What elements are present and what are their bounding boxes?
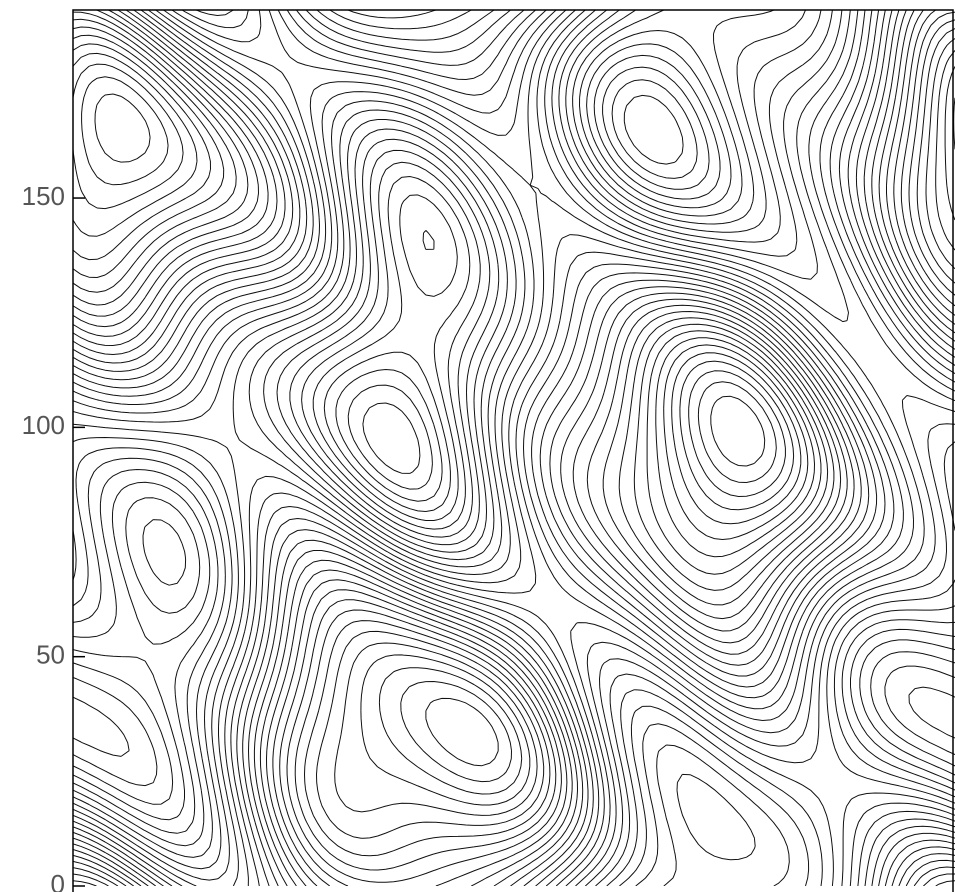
contour-line: [73, 10, 955, 886]
chart: 0 50 100 150: [0, 0, 955, 892]
contour-line: [73, 10, 955, 886]
contour-line: [73, 64, 955, 782]
contour-line: [73, 10, 955, 886]
contour-line: [73, 55, 955, 785]
contour-line: [73, 10, 955, 886]
y-tick-label: 100: [22, 410, 65, 440]
contour-line: [73, 10, 955, 886]
contour-line: [73, 10, 955, 886]
y-tick-label: 50: [36, 640, 65, 670]
contour-line: [73, 10, 955, 886]
contour-line: [73, 10, 955, 886]
contour-line: [73, 44, 955, 805]
contour-line: [73, 10, 955, 886]
contour-line: [95, 94, 776, 483]
contour-line: [73, 10, 955, 886]
contour-line: [73, 10, 955, 886]
contour-line: [73, 10, 955, 886]
contour-line: [73, 10, 955, 886]
contour-line: [73, 10, 955, 886]
contour-line: [73, 10, 955, 886]
y-tick-label: 0: [51, 869, 65, 892]
contour-line: [73, 12, 955, 870]
page: {"chart_data": {"type": "contour", "ylim…: [0, 0, 955, 892]
contour-line: [73, 10, 955, 886]
contour-line: [73, 44, 955, 804]
contour-line: [711, 396, 765, 466]
contour-line: [348, 80, 697, 489]
contour-line: [73, 53, 955, 794]
contour-line: [73, 35, 955, 815]
contour-line: [73, 27, 955, 838]
y-tick-label: 150: [22, 181, 65, 211]
contour-field: [73, 10, 955, 886]
contour-line: [73, 10, 955, 886]
